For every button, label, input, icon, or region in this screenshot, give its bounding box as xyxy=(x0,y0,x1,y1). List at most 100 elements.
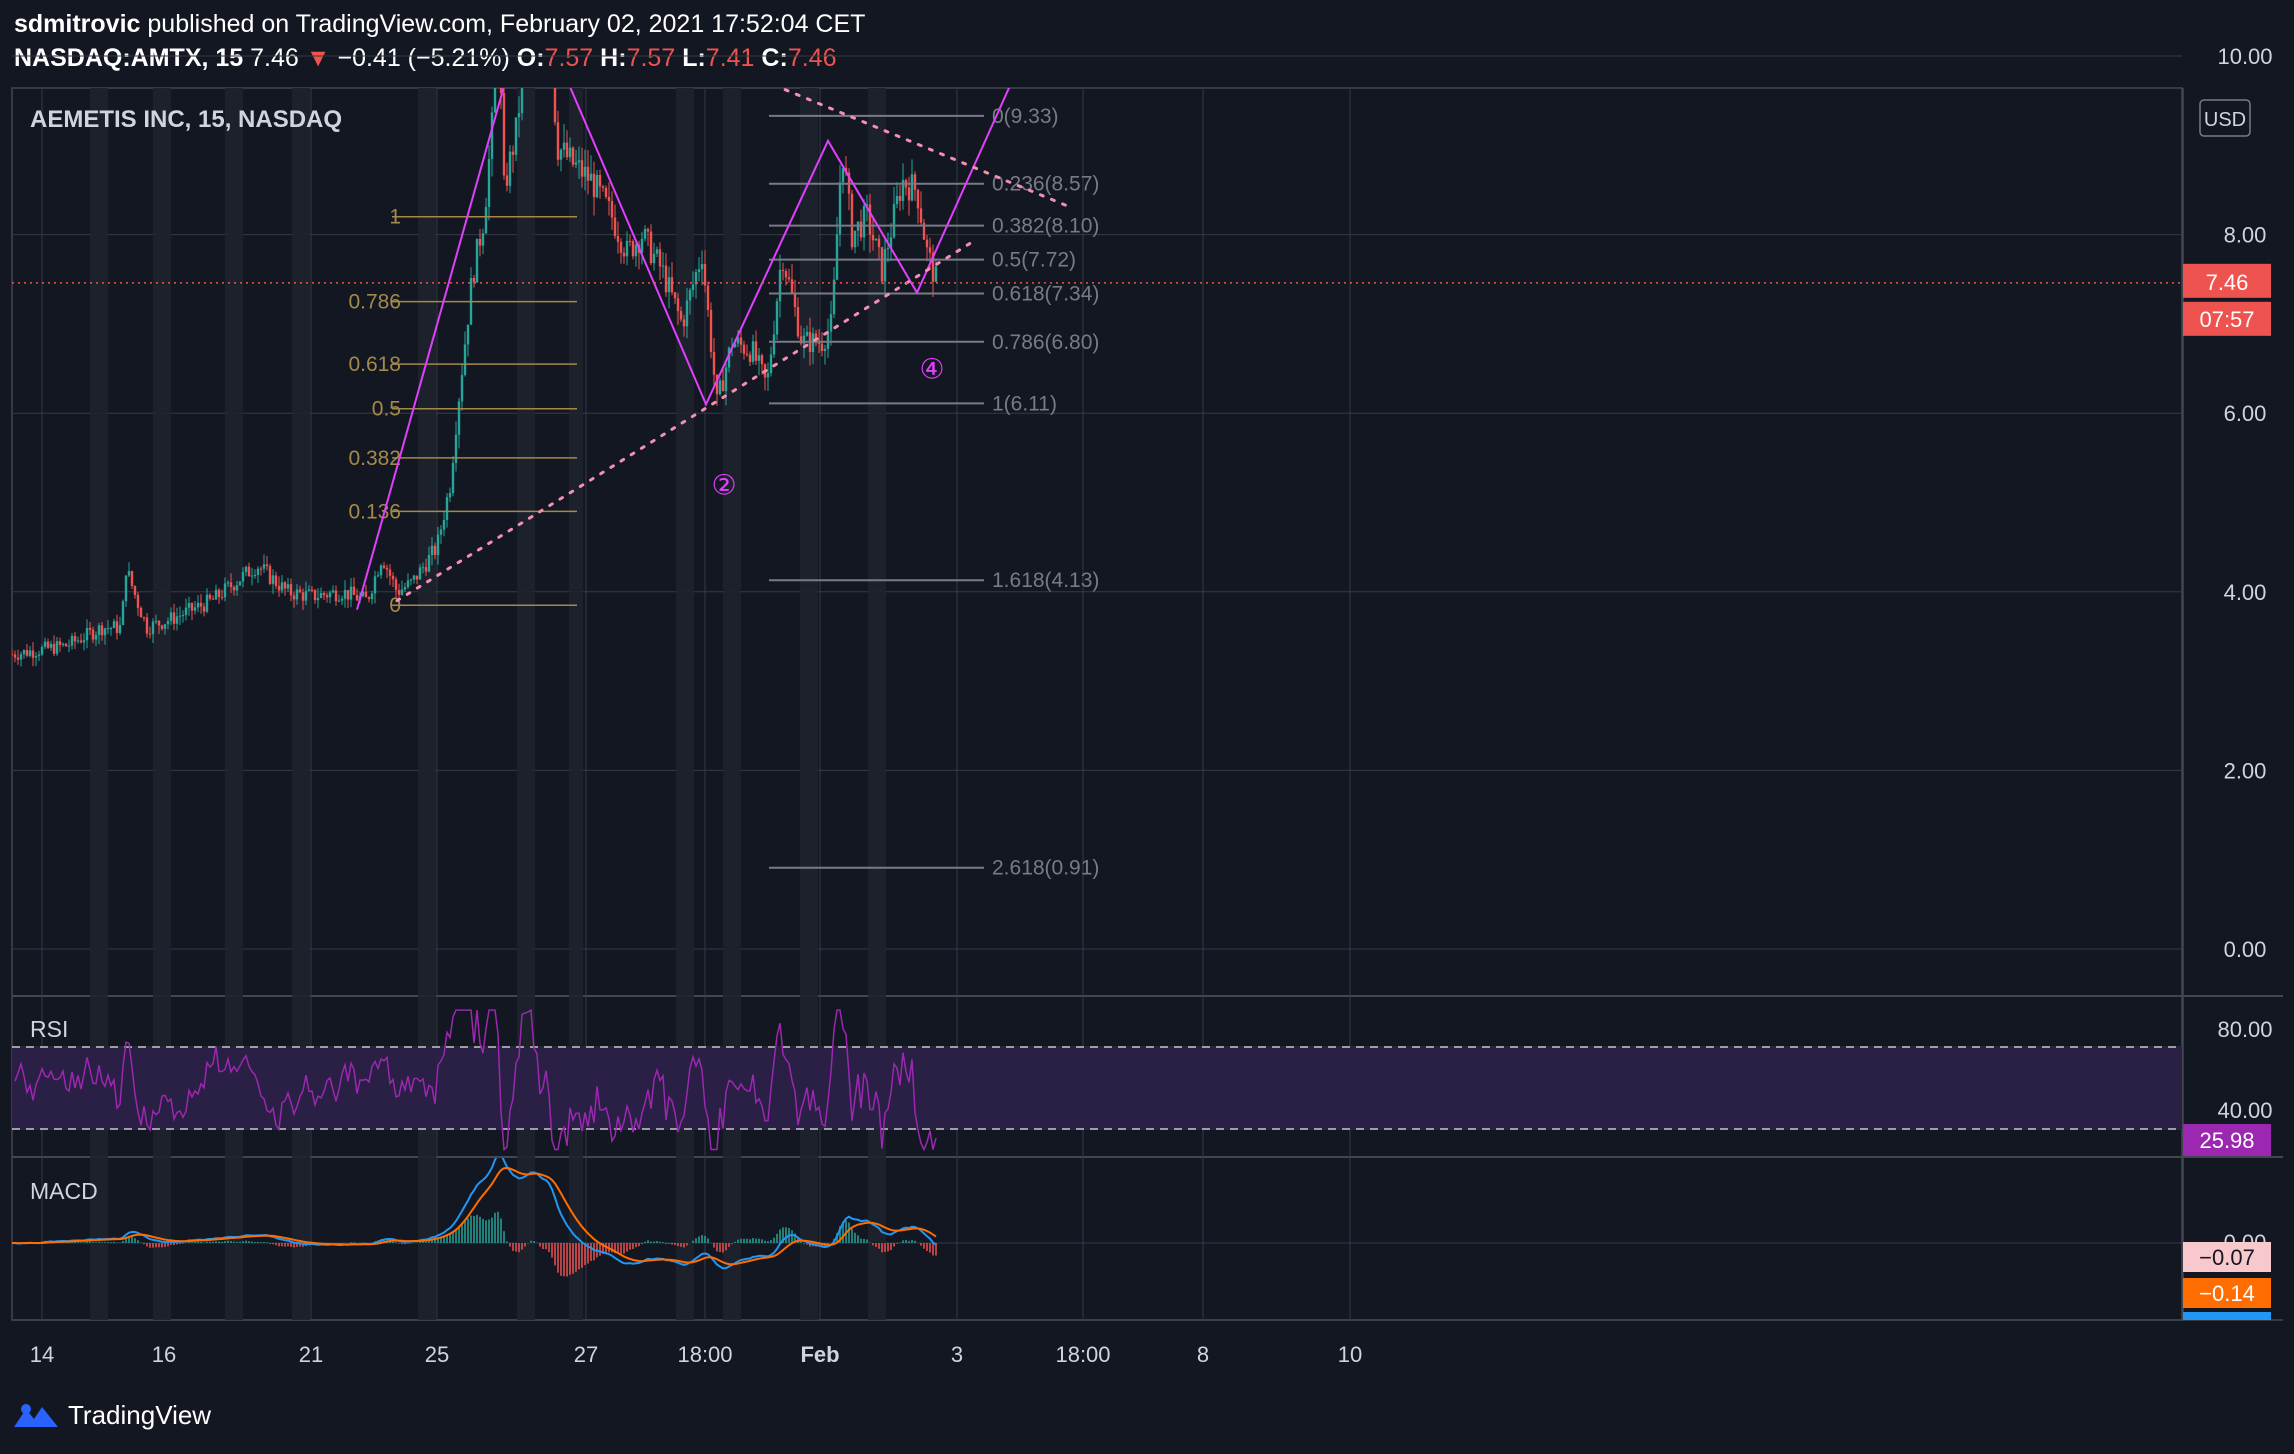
candle-body xyxy=(445,497,449,520)
candle-body xyxy=(307,589,311,591)
macd-histogram-bar xyxy=(557,1243,559,1273)
candle-body xyxy=(539,8,541,30)
candle-body xyxy=(574,162,578,165)
macd-histogram-bar xyxy=(431,1239,433,1243)
macd-signal-tag xyxy=(2183,1278,2271,1308)
session-shade xyxy=(292,88,310,1320)
macd-histogram-bar xyxy=(500,1218,502,1243)
macd-histogram-bar xyxy=(419,1241,421,1243)
fib-level-label: 1(6.11) xyxy=(992,392,1057,415)
macd-title: MACD xyxy=(30,1178,98,1204)
macd-histogram-bar xyxy=(806,1243,808,1245)
candle-body xyxy=(715,374,719,395)
macd-histogram-bar xyxy=(782,1227,784,1243)
candle-body xyxy=(616,235,620,242)
candle-body xyxy=(133,585,137,595)
candle-body xyxy=(542,19,544,30)
candle-body xyxy=(631,241,635,257)
macd-histogram-bar xyxy=(863,1238,865,1243)
candle-body xyxy=(292,595,296,600)
macd-histogram-bar xyxy=(200,1241,202,1243)
candle-body xyxy=(592,173,596,198)
candle-body xyxy=(136,594,140,608)
macd-histogram-bar xyxy=(422,1241,424,1243)
candle-body xyxy=(691,284,695,291)
candle-body xyxy=(199,602,203,607)
candle-body xyxy=(472,278,476,283)
candle-body xyxy=(853,230,857,248)
macd-histogram-bar xyxy=(656,1240,658,1243)
candle-body xyxy=(271,575,275,584)
candle-body xyxy=(316,597,320,601)
macd-histogram-bar xyxy=(731,1243,733,1245)
candle-body xyxy=(545,0,547,19)
price-tick-label: 8.00 xyxy=(2224,223,2267,248)
macd-histogram-bar xyxy=(935,1243,937,1256)
candle-body xyxy=(682,319,686,327)
time-tick-label: 14 xyxy=(30,1342,54,1367)
candle-body xyxy=(142,617,146,619)
macd-histogram-bar xyxy=(842,1221,844,1243)
macd-histogram-bar xyxy=(890,1243,892,1251)
macd-histogram-bar xyxy=(629,1243,631,1250)
candle-body xyxy=(667,277,671,293)
macd-histogram-bar xyxy=(215,1241,217,1243)
macd-histogram-bar xyxy=(143,1243,145,1245)
candle-body xyxy=(70,635,74,646)
tradingview-logo[interactable]: TradingView xyxy=(12,1400,211,1431)
publisher-name[interactable]: sdmitrovic xyxy=(14,10,141,38)
price-axis[interactable]: 0.002.004.006.008.0010.0012.0014.0016.00… xyxy=(2217,0,2272,962)
macd-histogram-bar xyxy=(278,1243,280,1247)
candle-body xyxy=(862,205,866,238)
macd-histogram-bar xyxy=(269,1243,271,1244)
macd-histogram-bar xyxy=(668,1243,670,1244)
candle-body xyxy=(91,629,95,640)
fib-drawings[interactable]: 3.6182.6181.61810.7860.6180.50.3820.1360… xyxy=(348,0,1099,880)
candle-body xyxy=(181,615,185,617)
time-axis[interactable]: 14 16 21 25 27 18:00 Feb 3 18:00 8 10 xyxy=(30,1342,1362,1367)
candle-body xyxy=(229,582,233,588)
macd-histogram-bar xyxy=(464,1220,466,1243)
wave-drawings[interactable]: ①②③④⑤ xyxy=(356,0,1260,610)
macd-histogram-bar xyxy=(545,1243,547,1250)
macd-line xyxy=(12,1158,937,1270)
session-shade xyxy=(723,88,741,1320)
macd-histogram-bar xyxy=(437,1238,439,1243)
candle-body xyxy=(877,238,881,248)
macd-histogram-bar xyxy=(134,1238,136,1243)
candle-body xyxy=(919,208,923,223)
macd-histogram-bar xyxy=(515,1243,517,1252)
macd-histogram-bar xyxy=(665,1243,667,1245)
candle-body xyxy=(718,380,722,395)
candle-body xyxy=(166,620,170,625)
macd-histogram-bar xyxy=(194,1242,196,1243)
candle-body xyxy=(259,568,263,570)
macd-histogram-bar xyxy=(683,1243,685,1248)
macd-histogram-bar xyxy=(260,1242,262,1243)
candle-body xyxy=(553,88,557,123)
macd-hist-label: −0.07 xyxy=(2199,1245,2255,1270)
candle-body xyxy=(12,654,14,656)
macd-histogram-bar xyxy=(236,1241,238,1243)
candle-body xyxy=(43,641,47,647)
macd-histogram-bar xyxy=(851,1228,853,1243)
macd-histogram-bar xyxy=(113,1241,115,1243)
candle-body xyxy=(922,222,926,240)
candle-body xyxy=(724,367,728,392)
candle-series[interactable] xyxy=(11,0,938,667)
currency-button[interactable] xyxy=(2199,99,2251,137)
macd-histogram-bar xyxy=(407,1243,409,1244)
macd-histogram-bar xyxy=(161,1243,163,1248)
candle-body xyxy=(121,601,125,626)
candle-body xyxy=(655,249,659,254)
candle-body xyxy=(154,620,158,622)
candle-body xyxy=(31,650,35,658)
macd-histogram-bar xyxy=(878,1243,880,1249)
candle-body xyxy=(712,351,716,375)
currency-label: USD xyxy=(2204,109,2246,131)
macd-series xyxy=(12,1158,937,1277)
candle-body xyxy=(865,204,869,206)
candle-body xyxy=(508,151,512,186)
candle-body xyxy=(886,247,890,250)
